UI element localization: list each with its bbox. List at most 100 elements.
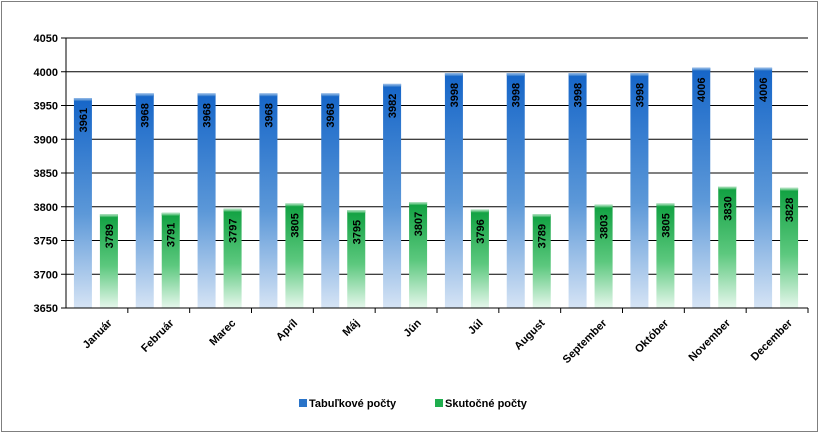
x-tick-label: August [512,317,548,353]
data-label: 3805 [289,213,301,237]
data-label: 3961 [78,108,90,132]
y-tick-label: 3950 [34,101,58,113]
bar-top-cap [73,98,92,102]
data-label: 3805 [660,213,672,237]
x-tick-label: Júl [466,317,486,337]
bar-tabulkove [444,73,463,308]
data-label: 4006 [696,77,708,101]
bar-top-cap [692,67,711,71]
bar-tabulkove [197,93,216,308]
data-label: 3998 [449,83,461,107]
x-tick-label: Február [139,317,177,355]
y-tick-label: 3850 [34,168,58,180]
data-label: 3982 [387,94,399,118]
data-label: 3807 [413,212,425,236]
bar-tabulkove [630,73,649,308]
data-label: 4006 [758,77,770,101]
bar-tabulkove [321,93,340,308]
bar-top-cap [506,73,525,77]
y-tick-label: 3900 [34,134,58,146]
bar-tabulkove [568,73,587,308]
data-label: 3803 [599,214,611,238]
bar-top-cap [718,186,737,190]
data-label: 3968 [202,103,214,127]
y-tick-label: 4050 [34,33,58,45]
x-tick-label: Marec [207,317,238,348]
data-label: 3968 [325,103,337,127]
bar-tabulkove [383,83,402,309]
bar-top-cap [470,209,489,213]
legend-label: Tabuľkové počty [309,398,397,410]
data-label: 3968 [140,103,152,127]
y-tick-label: 4000 [34,67,58,79]
bar-top-cap [630,73,649,77]
bar-top-cap [347,210,366,214]
data-label: 3791 [166,223,178,247]
y-tick-label: 3800 [34,202,58,214]
data-label: 3796 [475,219,487,243]
data-label: 3830 [722,196,734,220]
bar-top-cap [780,187,799,191]
bar-skutocne [285,203,304,308]
bar-top-cap [135,93,154,97]
data-label: 3998 [634,83,646,107]
x-tick-label: September [561,317,610,366]
bar-tabulkove [259,93,278,308]
bar-tabulkove [135,93,154,308]
y-tick-label: 3650 [34,303,58,315]
bar-skutocne [223,208,242,308]
bar-top-cap [161,212,180,216]
bar-skutocne [594,204,613,308]
bar-top-cap [594,204,613,208]
data-label: 3998 [573,83,585,107]
bar-top-cap [409,202,428,206]
bar-skutocne [347,210,366,308]
bar-skutocne [656,203,675,308]
data-label: 3998 [511,83,523,107]
data-label: 3789 [104,224,116,248]
bar-top-cap [99,214,118,218]
y-tick-label: 3750 [34,236,58,248]
x-tick-label: Apríl [274,317,300,343]
bar-skutocne [161,212,180,308]
bar-top-cap [259,93,278,97]
x-tick-label: Január [81,317,116,352]
legend-label: Skutočné počty [445,398,528,410]
bar-tabulkove [73,98,92,308]
legend: Tabuľkové počty Skutočné počty [299,398,528,410]
bar-skutocne [409,202,428,308]
data-label: 3795 [351,220,363,244]
bar-skutocne [532,214,551,308]
data-label: 3797 [228,219,240,243]
bar-tabulkove [506,73,525,308]
bar-top-cap [383,83,402,87]
bar-top-cap [568,73,587,77]
bar-top-cap [197,93,216,97]
bar-top-cap [285,203,304,207]
x-tick-label: Október [633,317,672,356]
bar-top-cap [223,208,242,212]
x-tick-label: November [687,317,734,364]
bar-top-cap [444,73,463,77]
bar-skutocne [718,186,737,308]
bar-tabulkove [692,67,711,308]
bar-skutocne [99,214,118,308]
data-label: 3789 [537,224,549,248]
bar-top-cap [656,203,675,207]
bar-skutocne [470,209,489,308]
bar-tabulkove [754,67,773,308]
bar-top-cap [321,93,340,97]
bar-top-cap [754,67,773,71]
data-label: 3968 [263,103,275,127]
legend-swatch-tabulkove [299,399,307,407]
data-label: 3828 [784,198,796,222]
bar-top-cap [532,214,551,218]
y-tick-label: 3700 [34,269,58,281]
legend-swatch-skutocne [435,399,443,407]
bar-skutocne [780,187,799,308]
chart-area: 3961 3789 3968 3791 3968 3797 3968 3805 3968 3795… [34,33,809,410]
x-tick-label: Máj [341,317,362,338]
x-tick-label: December [749,317,796,364]
x-tick-label: Jún [402,317,425,340]
